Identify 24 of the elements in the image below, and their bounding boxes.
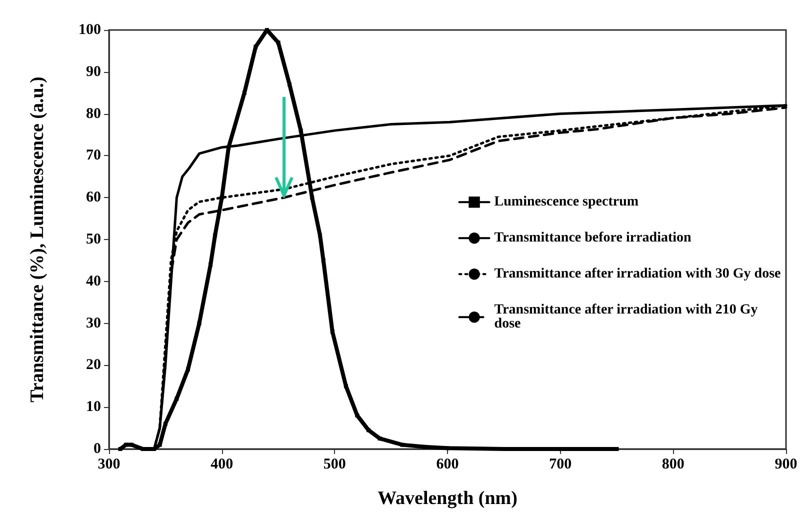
y-tick-label: 40	[86, 273, 101, 290]
x-tick-label: 500	[323, 456, 346, 472]
y-tick-label: 30	[86, 315, 101, 332]
y-tick-label: 50	[86, 232, 101, 248]
x-tick-label: 700	[549, 456, 572, 472]
y-tick-label: 60	[86, 190, 101, 206]
y-axis-title: Transmittance (%), Luminescence (a.u.)	[27, 76, 48, 402]
legend-label: Transmittance before irradiation	[494, 230, 692, 246]
x-tick-label: 300	[98, 456, 120, 472]
y-tick-label: 10	[86, 399, 101, 416]
x-tick-label: 600	[436, 456, 459, 472]
x-tick-label: 400	[210, 456, 234, 472]
y-tick-label: 70	[86, 148, 101, 164]
legend-label: Transmittance after irradiation with 210 Gy dose	[494, 302, 762, 332]
y-tick-label: 20	[86, 357, 101, 374]
legend-label: Luminescence spectrum	[494, 194, 639, 210]
y-tick-label: 90	[86, 64, 101, 80]
y-tick-label: 100	[78, 22, 101, 38]
x-tick-label: 900	[774, 456, 798, 472]
y-tick-label: 80	[86, 106, 101, 122]
x-tick-label: 800	[662, 456, 684, 472]
y-tick-label: 0	[94, 441, 101, 457]
legend-label: Transmittance after irradiation with 30 Gy dose	[494, 266, 781, 282]
x-axis-title: Wavelength (nm)	[378, 488, 518, 509]
